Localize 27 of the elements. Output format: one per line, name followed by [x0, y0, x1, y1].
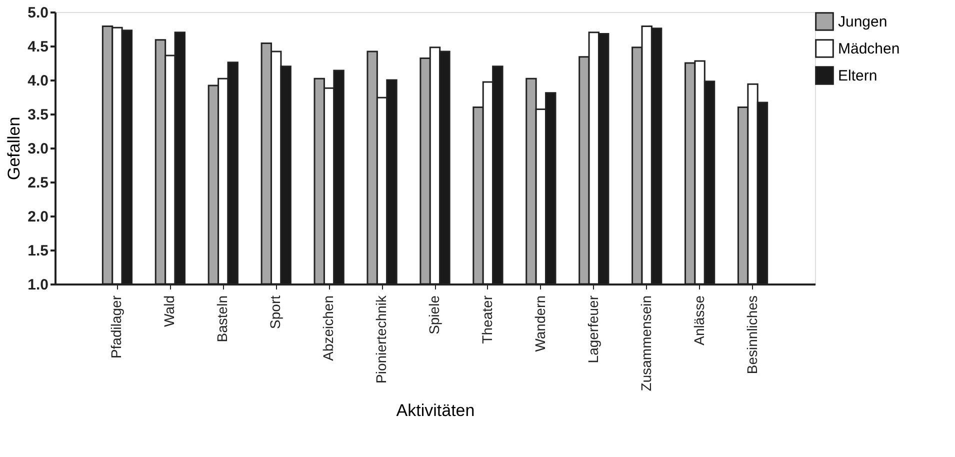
y-tick-label: 4.5: [28, 38, 48, 56]
y-tick-label: 3.0: [28, 140, 48, 158]
y-tick-label: 4.0: [28, 72, 48, 90]
y-axis-title: Gefallen: [4, 116, 24, 180]
x-tick-label: Besinnliches: [744, 296, 760, 374]
x-tick-label: Lagerfeuer: [584, 295, 601, 364]
x-tick-label: Wald: [161, 296, 178, 327]
y-tick-label: 5.0: [28, 4, 48, 22]
x-axis-title: Aktivitäten: [396, 401, 475, 420]
x-tick-label: Wandern: [532, 296, 548, 352]
y-tick-label: 2.0: [28, 208, 48, 226]
x-tick-label: Abzeichen: [320, 296, 336, 361]
y-tick-label: 1.5: [28, 242, 48, 260]
legend-label: Eltern: [838, 68, 878, 84]
x-tick-label: Pioniertechnik: [373, 294, 390, 384]
x-tick-label: Zusammensein: [638, 296, 654, 392]
x-tick-label: Basteln: [214, 296, 230, 342]
y-tick-label: 1.0: [28, 276, 48, 294]
x-tick-label: Spiele: [426, 295, 442, 334]
x-tick-label: Anlässe: [690, 295, 707, 346]
x-tick-label: Sport: [267, 295, 284, 329]
x-tick-label: Theater: [478, 295, 495, 344]
y-tick-label: 2.5: [28, 174, 48, 192]
y-tick-label: 3.5: [28, 106, 48, 124]
legend-label: Mädchen: [838, 40, 900, 58]
x-tick-label: Pfadilager: [108, 295, 124, 359]
legend-label: Jungen: [838, 14, 888, 30]
